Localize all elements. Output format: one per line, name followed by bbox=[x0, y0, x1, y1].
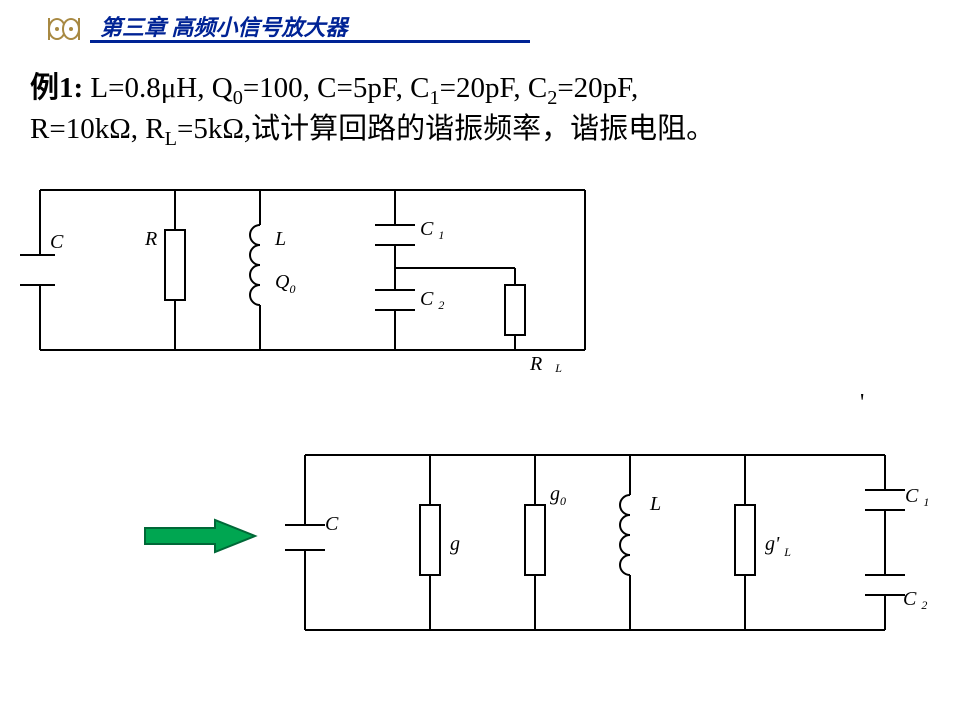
circuit-diagram-equivalent: C g g0 L g' L C 1 C 2 bbox=[275, 430, 915, 670]
problem-line2: R=10kΩ, RL=5kΩ,试计算回路的谐振频率，谐振电阻。 bbox=[30, 113, 715, 145]
label-RL: R L bbox=[529, 353, 562, 375]
label-g0: g0 bbox=[550, 483, 566, 508]
label-C1-eq: C 1 bbox=[905, 485, 929, 509]
transform-arrow-icon bbox=[145, 520, 255, 552]
label-gPL: g' L bbox=[765, 533, 791, 559]
chapter-icon bbox=[45, 14, 85, 44]
problem-prefix: 例1: bbox=[30, 72, 83, 104]
label-C-eq: C bbox=[325, 513, 339, 535]
label-C2: C 2 bbox=[420, 288, 444, 312]
label-C1: C 1 bbox=[420, 218, 444, 242]
label-R: R bbox=[144, 228, 157, 250]
header-underline bbox=[90, 40, 530, 43]
chapter-title: 第三章 高频小信号放大器 bbox=[100, 10, 348, 42]
label-L-eq: L bbox=[649, 493, 661, 515]
stray-quote: ' bbox=[860, 390, 864, 417]
problem-line1: L=0.8μH, Q0=100, C=5pF, C1=20pF, C2=20pF… bbox=[83, 72, 638, 104]
circuit-diagram-original: C R L Q0 C 1 C 2 R L bbox=[25, 170, 625, 390]
label-C2-eq: C 2 bbox=[903, 588, 927, 612]
label-C: C bbox=[50, 231, 64, 253]
label-Q0: Q0 bbox=[275, 271, 295, 296]
label-L: L bbox=[274, 228, 286, 250]
problem-statement: 例1: L=0.8μH, Q0=100, C=5pF, C1=20pF, C2=… bbox=[30, 70, 950, 152]
label-g: g bbox=[450, 533, 460, 555]
